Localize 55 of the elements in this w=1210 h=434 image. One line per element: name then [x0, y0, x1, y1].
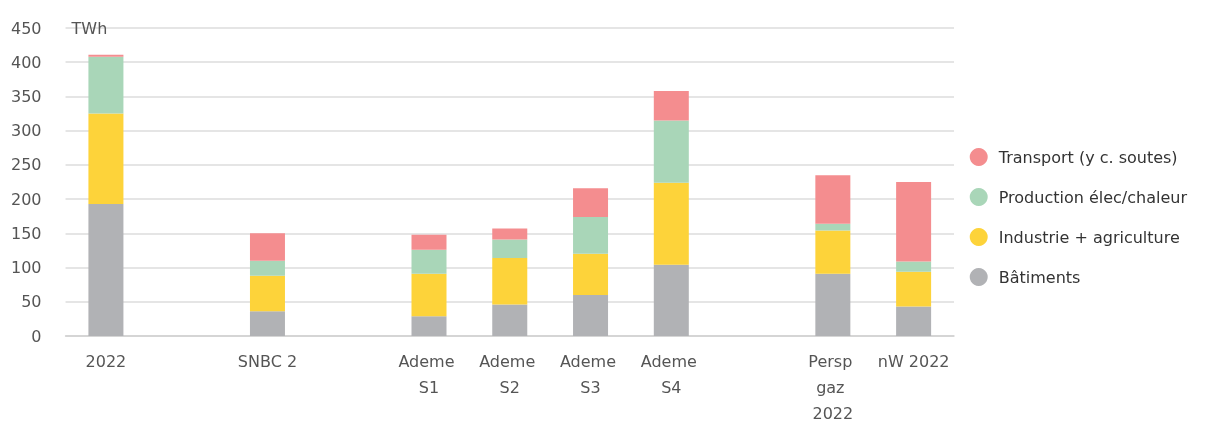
bar: [573, 294, 609, 336]
bar: [492, 304, 528, 336]
y-tick-label: 400: [10, 52, 42, 72]
y-tick-label: 200: [10, 189, 42, 209]
bar: [492, 239, 528, 258]
bar: [411, 234, 447, 250]
bar: [815, 230, 851, 274]
x-tick-label: SNBC 2: [237, 351, 298, 371]
x-tick-label: nW 2022: [877, 351, 950, 371]
y-tick-label: 0: [31, 326, 42, 346]
bar: [896, 306, 932, 336]
bar: [88, 54, 124, 57]
y-axis-title: TWh: [70, 18, 108, 38]
bar: [815, 223, 851, 231]
legend-label: Transport (y c. soutes): [997, 147, 1178, 167]
bar: [896, 271, 932, 307]
x-tick-label: Ademe S1: [398, 351, 460, 397]
bar: [573, 188, 609, 217]
bar: [573, 216, 609, 254]
y-tick-label: 150: [10, 223, 42, 243]
bar: [896, 182, 932, 262]
legend-label: Industrie + agriculture: [998, 227, 1180, 247]
bar: [88, 203, 124, 336]
bar: [815, 175, 851, 224]
y-tick-label: 450: [10, 18, 42, 38]
y-tick-label: 250: [10, 155, 42, 175]
bar: [492, 257, 528, 305]
bar: [573, 253, 609, 295]
bar: [411, 316, 447, 336]
bar: [249, 275, 285, 312]
bar: [653, 264, 689, 336]
x-tick-label: 2022: [85, 351, 127, 371]
bar: [653, 90, 689, 121]
bar: [88, 113, 124, 204]
bar: [249, 311, 285, 336]
x-tick-label: Ademe S2: [479, 351, 541, 397]
bar: [492, 228, 528, 240]
y-tick-label: 100: [10, 258, 42, 278]
legend-label: Production élec/chaleur: [998, 187, 1188, 207]
bar: [411, 249, 447, 274]
bar: [249, 260, 285, 276]
legend-label: Bâtiments: [998, 267, 1081, 287]
bar: [411, 273, 447, 317]
bar: [249, 233, 285, 261]
y-tick-label: 300: [10, 121, 42, 141]
bar: [815, 273, 851, 336]
bar: [88, 56, 124, 114]
bar: [653, 182, 689, 265]
bar: [653, 120, 689, 183]
x-tick-label: Persp gaz 2022: [808, 351, 858, 423]
x-tick-label: Ademe S3: [559, 351, 622, 397]
y-tick-label: 50: [21, 292, 42, 312]
y-tick-label: 350: [10, 86, 42, 106]
bar: [896, 261, 932, 272]
x-tick-label: Ademe S4: [640, 351, 702, 397]
